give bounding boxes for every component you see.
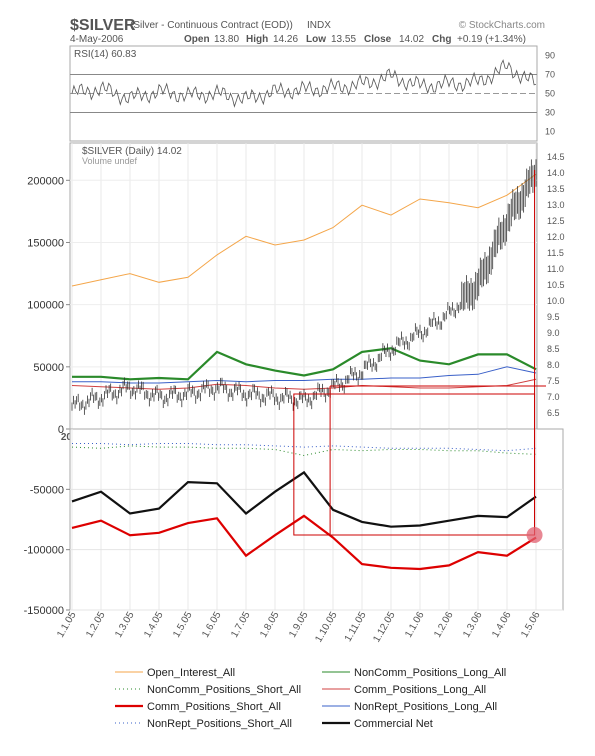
low-label: Low — [306, 34, 326, 45]
date-label: 1.2.06 — [432, 610, 456, 640]
price-tick: 8.5 — [547, 344, 560, 354]
price-tick: 12.5 — [547, 216, 565, 226]
lower-tick: -100000 — [24, 545, 64, 557]
symbol-title: $SILVER — [70, 17, 136, 34]
symbol-name: (Silver - Continuous Contract (EOD)) — [130, 20, 293, 31]
price-tick: 9.5 — [547, 312, 560, 322]
price-tick: 11.0 — [547, 264, 564, 274]
rsi-grid — [70, 74, 537, 113]
brand-label: © StockCharts.com — [459, 20, 545, 31]
series-line — [72, 366, 537, 384]
date-label: 1.1.06 — [403, 610, 427, 640]
highlight-marker — [526, 527, 543, 543]
rsi-line — [71, 59, 537, 108]
cot-tick: 100000 — [27, 300, 64, 312]
date-label: 1.8.05 — [258, 610, 282, 640]
chart-date: 4-May-2006 — [70, 34, 124, 45]
price-tick: 13.5 — [547, 184, 565, 194]
price-tick: 13.0 — [547, 200, 565, 210]
rsi-tick: 90 — [545, 51, 555, 61]
cot-tick: 0 — [58, 424, 64, 436]
date-axis: 1.1.05 1.2.05 1.3.05 1.4.05 1.5.05 1.6.05 1.7.… — [55, 610, 543, 645]
upper-grid — [70, 143, 537, 430]
price-tick: 14.5 — [547, 152, 565, 162]
date-label: 1.12.05 — [371, 610, 397, 645]
exchange-label: INDX — [307, 20, 331, 31]
rsi-tick: 70 — [545, 70, 555, 80]
legend-label: Comm_Positions_Long_All — [354, 684, 486, 696]
legend: Open_Interest_All NonComm_Positions_Long_… — [115, 667, 506, 730]
cot-left-axis: 200000 150000 100000 50000 0 — [27, 175, 70, 436]
price-tick: 8.0 — [547, 360, 560, 370]
price-bars — [71, 159, 537, 415]
price-label: $SILVER (Daily) 14.02 — [82, 146, 182, 157]
legend-label: NonComm_Positions_Long_All — [354, 667, 506, 679]
high-value: 14.26 — [273, 34, 298, 45]
price-tick: 10.5 — [547, 280, 565, 290]
series-line — [72, 443, 537, 452]
date-label: 1.11.05 — [343, 610, 369, 644]
price-tick: 7.5 — [547, 376, 560, 386]
lower-tick: -150000 — [24, 605, 64, 617]
date-label: 1.4.05 — [142, 610, 166, 640]
price-tick: 14.0 — [547, 168, 565, 178]
price-tick: 11.5 — [547, 248, 564, 258]
date-label: 1.5.05 — [171, 610, 195, 640]
chart-header: $SILVER (Silver - Continuous Contract (E… — [70, 17, 545, 45]
price-tick: 9.0 — [547, 328, 560, 338]
price-tick: 7.0 — [547, 392, 560, 402]
date-label: 1.2.05 — [84, 610, 108, 640]
legend-label: NonRept_Positions_Short_All — [147, 718, 292, 730]
date-label: 1.3.06 — [461, 610, 485, 640]
price-tick: 10.0 — [547, 296, 565, 306]
legend-label: Open_Interest_All — [147, 667, 235, 679]
rsi-axis: 90 70 50 30 10 — [545, 51, 555, 137]
rsi-label: RSI(14) 60.83 — [74, 49, 137, 60]
volume-label: Volume undef — [82, 156, 138, 166]
series-line — [71, 445, 537, 457]
series-line — [72, 347, 537, 381]
lower-panel — [69, 428, 564, 611]
date-label: 1.10.05 — [313, 610, 339, 645]
price-tick: 12.0 — [547, 232, 565, 242]
series-line — [71, 470, 537, 528]
low-value: 13.55 — [331, 34, 356, 45]
date-label: 1.7.05 — [229, 610, 253, 640]
date-label: 1.5.06 — [519, 610, 543, 640]
cot-tick: 150000 — [27, 237, 64, 249]
close-value: 14.02 — [399, 34, 424, 45]
lower-series — [71, 443, 537, 571]
series-line — [71, 173, 537, 287]
open-value: 13.80 — [214, 34, 239, 45]
series-line — [71, 514, 537, 571]
legend-label: Commercial Net — [354, 718, 433, 730]
rsi-tick: 50 — [545, 89, 555, 99]
rsi-tick: 10 — [545, 127, 555, 137]
legend-label: NonComm_Positions_Short_All — [147, 684, 301, 696]
lower-tick: -50000 — [30, 484, 64, 496]
chg-label: Chg — [432, 34, 451, 45]
chg-value: +0.19 (+1.34%) — [457, 34, 526, 45]
cot-tick: 50000 — [33, 362, 64, 374]
high-label: High — [246, 34, 268, 45]
price-axis: 14.5 14.0 13.5 13.0 12.5 12.0 11.5 11.0 10.5 10.0… — [547, 152, 565, 418]
rsi-tick: 30 — [545, 108, 555, 118]
date-label: 1.3.05 — [113, 610, 137, 640]
annotation-lines — [293, 170, 546, 536]
date-label: 1.9.05 — [287, 610, 311, 640]
date-label: 1.6.05 — [200, 610, 224, 640]
price-tick: 6.5 — [547, 408, 560, 418]
legend-label: Comm_Positions_Short_All — [147, 701, 281, 713]
lower-left-axis: -50000 -100000 -150000 — [24, 484, 70, 617]
date-label: 1.4.06 — [490, 610, 514, 640]
cot-tick: 200000 — [27, 175, 64, 187]
close-label: Close — [364, 34, 392, 45]
legend-label: NonRept_Positions_Long_All — [354, 701, 497, 713]
open-label: Open — [184, 34, 210, 45]
